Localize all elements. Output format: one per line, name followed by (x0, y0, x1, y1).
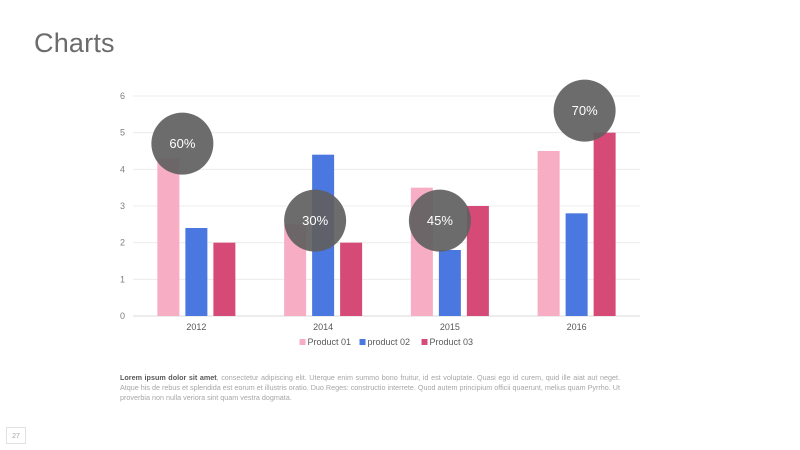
x-tick-label: 2012 (186, 322, 206, 332)
x-tick-label: 2014 (313, 322, 333, 332)
annotation-label: 45% (427, 213, 453, 228)
body-paragraph-text: , consectetur adipiscing elit. Uterque e… (120, 373, 620, 402)
legend-swatch (299, 339, 306, 345)
y-tick-label: 4 (120, 164, 125, 174)
y-tick-label: 1 (120, 274, 125, 284)
legend-swatch (421, 339, 428, 345)
page-number: 27 (6, 427, 26, 444)
annotation-label: 30% (302, 213, 328, 228)
annotation-label: 60% (169, 136, 195, 151)
bar-product-02-2012 (185, 228, 208, 316)
bar-product-03-2016 (593, 132, 616, 316)
x-tick-label: 2015 (440, 322, 460, 332)
legend-swatch (359, 339, 366, 345)
bar-chart: 0 1 2 3 4 5 6 2012 2014 2015 2016 Product 01 product… (120, 79, 640, 347)
bar-product-01-2016 (537, 151, 560, 316)
body-paragraph: Lorem ipsum dolor sit amet, consectetur … (120, 373, 620, 403)
annotation-circle (284, 189, 347, 252)
legend-label: Product 03 (430, 337, 474, 347)
legend-label: Product 01 (308, 337, 352, 347)
bar-product-03-2014 (340, 242, 363, 316)
y-tick-label: 2 (120, 238, 125, 248)
x-tick-label: 2016 (567, 322, 587, 332)
annotation-label: 70% (572, 103, 598, 118)
y-tick-label: 3 (120, 201, 125, 211)
annotation-circle (408, 189, 471, 252)
y-tick-label: 5 (120, 128, 125, 138)
bar-product-03-2012 (213, 242, 236, 316)
bar-product-02-2016 (565, 213, 588, 316)
bar-product-02-2015 (438, 250, 461, 316)
bar-product-01-2012 (157, 158, 180, 316)
body-paragraph-bold: Lorem ipsum dolor sit amet (120, 373, 217, 382)
y-tick-label: 6 (120, 91, 125, 101)
legend-label: product 02 (368, 337, 411, 347)
annotation-circle (553, 79, 616, 142)
slide-title: Charts (34, 28, 115, 58)
y-tick-label: 0 (120, 311, 125, 321)
annotation-circle (151, 112, 214, 175)
bar-product-03-2015 (466, 206, 489, 316)
